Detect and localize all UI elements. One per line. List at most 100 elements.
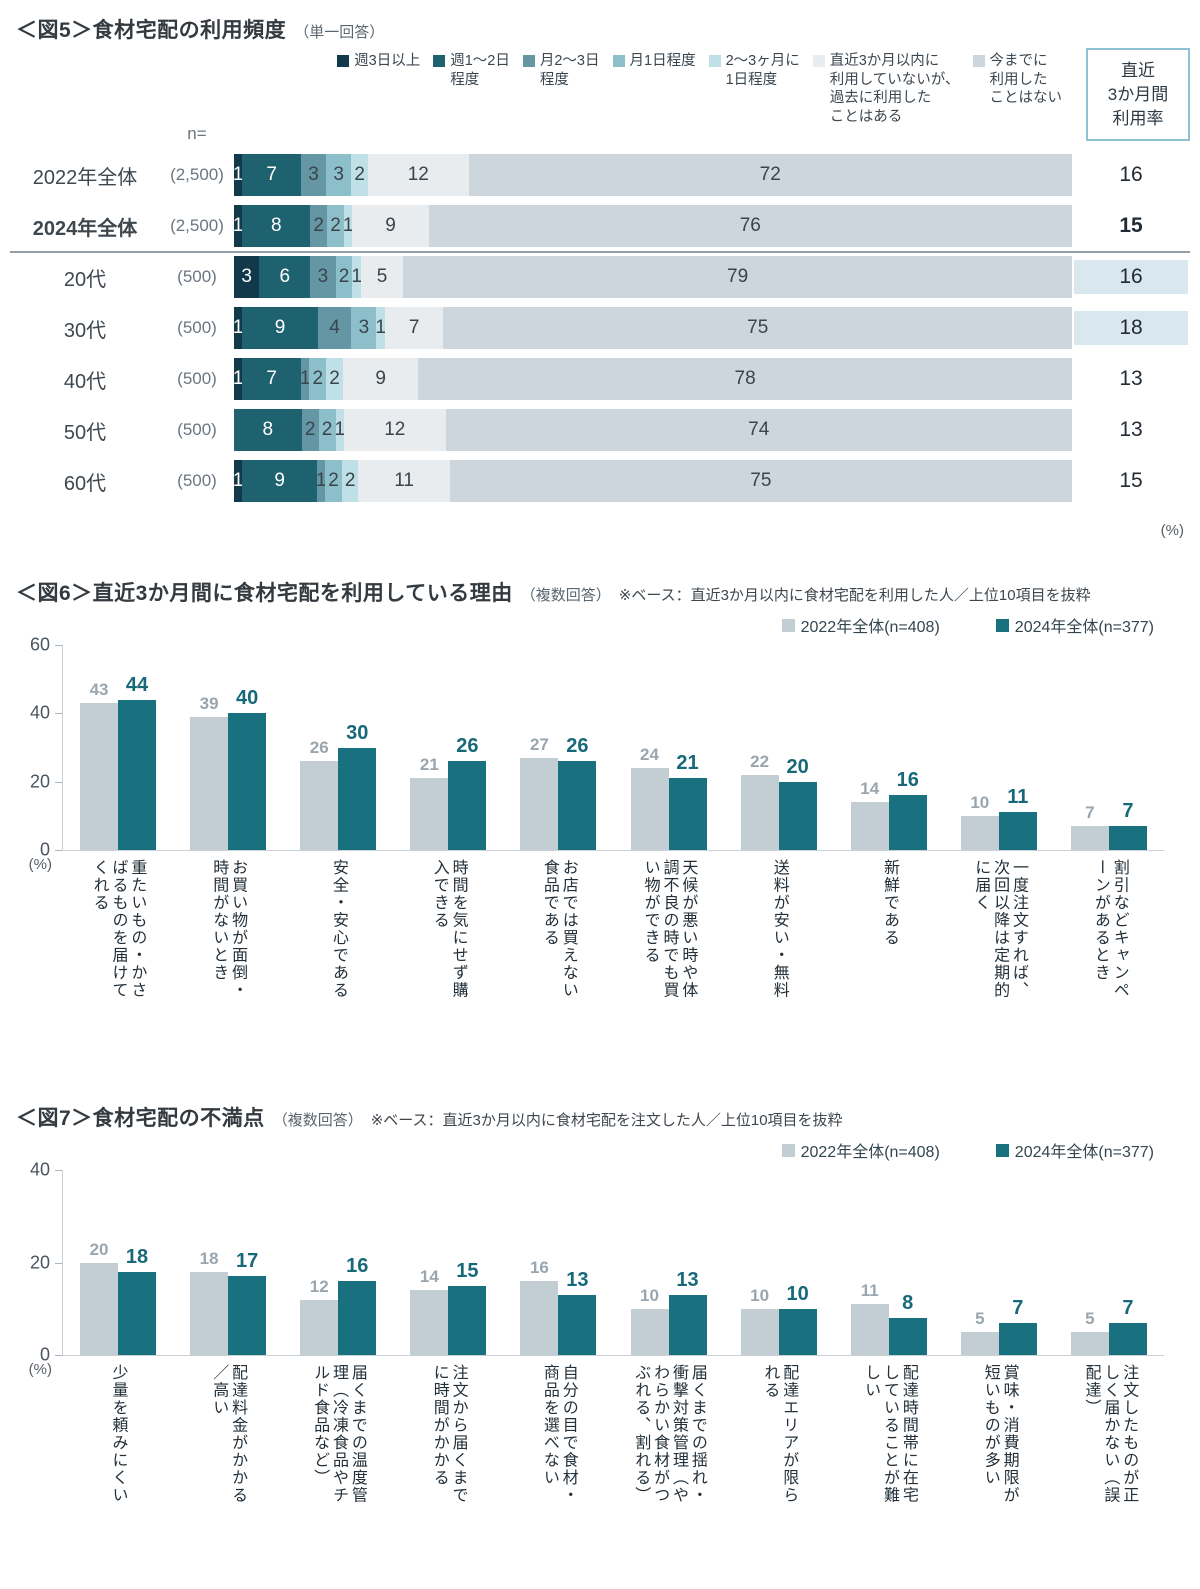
fig7-category: 注文から届くまでに時間がかかる xyxy=(393,1364,503,1509)
fig7-value-label-2022: 16 xyxy=(529,1258,549,1277)
fig6-y-tick-label: 40 xyxy=(29,702,50,723)
fig6-category-label: 割引などキャンペーンがあるとき xyxy=(1091,859,1128,999)
fig5-segment: 3 xyxy=(351,307,377,349)
fig5-rate-value: 13 xyxy=(1119,418,1143,441)
fig7-bar-2022: 18 xyxy=(190,1249,229,1355)
fig5-segment: 3 xyxy=(310,256,336,298)
fig6-bar-group: 21 26 xyxy=(393,645,503,850)
fig6-bar-2022: 14 xyxy=(850,779,889,850)
fig5-row-label: 40代 xyxy=(63,370,107,393)
fig7-bar-2022: 12 xyxy=(300,1277,339,1355)
fig7-bar-2024: 13 xyxy=(668,1269,707,1355)
fig5-segment: 12 xyxy=(344,409,446,451)
fig7-bar-2024: 8 xyxy=(888,1292,927,1355)
fig5-segment: 2 xyxy=(309,358,327,400)
fig6-category: お店では買えない食品である xyxy=(503,859,613,1004)
fig7-bar-2022: 5 xyxy=(1070,1309,1109,1355)
fig5-segment: 2 xyxy=(335,256,353,298)
fig6-value-label-2022: 22 xyxy=(750,751,770,771)
fig5-segment-value: 9 xyxy=(385,215,396,236)
fig5-segment: 1 xyxy=(315,460,327,502)
fig5-segment: 6 xyxy=(259,256,311,298)
fig6-bar-2024: 20 xyxy=(778,756,817,850)
fig5-segment-value: 7 xyxy=(266,368,277,389)
fig7-bar-2024: 7 xyxy=(1108,1297,1147,1355)
fig7-subtitle: （複数回答） xyxy=(272,1112,363,1129)
fig5-segment-value: 2 xyxy=(321,419,333,440)
fig6-category-labels: 重たいもの・かさばるものを届けてくれる お買い物が面倒・時間がないとき 安全・安心で… xyxy=(10,859,1164,1084)
fig7-bar-2022: 20 xyxy=(80,1240,119,1355)
fig5-row-n: (2,500) xyxy=(170,216,224,235)
fig5-segment: 2 xyxy=(325,460,342,502)
fig7-category: 賞味・消費期限が短いものが多い xyxy=(944,1364,1054,1509)
fig5-row-label: 60代 xyxy=(63,472,107,495)
fig6-category-label: 時間を気にせず購入できる xyxy=(430,859,467,999)
fig5-row-label: 2024年全体 xyxy=(32,217,138,240)
fig5-segment-value: 7 xyxy=(266,164,277,185)
fig6-unit-label: (%) xyxy=(28,856,52,873)
fig6-category-label: お店では買えない食品である xyxy=(540,859,577,999)
fig7-bar-group: 20 18 xyxy=(63,1170,173,1355)
fig5-segment-value: 75 xyxy=(747,317,769,338)
fig5-segment-value: 8 xyxy=(271,215,282,236)
fig6-category-label: 送料が安い・無料 xyxy=(770,859,788,999)
fig5-rate-value: 13 xyxy=(1119,367,1143,390)
fig6-bar-2024: 11 xyxy=(998,786,1037,850)
fig5-stacked-bar: 082211274 xyxy=(229,409,1072,451)
fig6-bar-2022: 21 xyxy=(410,755,449,850)
fig6-bar-2022: 43 xyxy=(80,680,119,850)
fig5-segment-value: 2 xyxy=(328,470,339,491)
fig5-segment-value: 1 xyxy=(232,317,244,338)
fig5-separator-line xyxy=(10,251,1190,253)
fig5-segment: 9 xyxy=(242,460,317,502)
fig5-segment: 79 xyxy=(403,256,1072,298)
fig5-row-label: 50代 xyxy=(63,421,107,444)
legend-swatch-2022-icon xyxy=(781,618,795,632)
fig5-segment-value: 1 xyxy=(315,470,327,491)
fig5-segment-value: 2 xyxy=(338,266,350,287)
fig7-value-label-2024: 10 xyxy=(786,1282,809,1305)
fig6-plot-area: 43 44 39 40 26 30 21 26 27 26 24 21 22 20 14 16 10 11 7 7 xyxy=(62,645,1164,851)
fig5-segment: 11 xyxy=(358,460,450,502)
fig6-subtitle: （複数回答） xyxy=(520,587,611,604)
fig6-category-label: 天候が悪い時や体調不良の時でも買い物ができる xyxy=(641,859,697,999)
fig5-legend-swatch-icon xyxy=(337,55,350,67)
fig6-value-label-2024: 21 xyxy=(676,752,699,775)
fig7-category: 注文したものが正しく届かない（誤配達） xyxy=(1054,1364,1164,1509)
fig7-value-label-2024: 13 xyxy=(676,1268,699,1291)
fig5-legend-label: 月2～3日 程度 xyxy=(539,53,600,88)
fig5-segment: 3 xyxy=(234,256,260,298)
fig7-bar-2022: 11 xyxy=(850,1281,889,1355)
fig5-segment: 8 xyxy=(234,409,302,451)
fig5-rate-value: 16 xyxy=(1072,260,1190,294)
fig5-segment-value: 3 xyxy=(308,164,319,185)
fig7-y-tick-label: 0 xyxy=(39,1344,50,1365)
fig5-segment-value: 2 xyxy=(330,215,341,236)
fig7-bar-2024: 7 xyxy=(998,1297,1037,1355)
fig7-value-label-2024: 15 xyxy=(456,1259,479,1282)
fig5-segment-value: 5 xyxy=(376,266,388,287)
fig7-bar-group: 16 13 xyxy=(503,1170,613,1355)
fig5-segment: 2 xyxy=(341,460,359,502)
fig7-value-label-2022: 14 xyxy=(419,1267,439,1287)
fig7-bar-2022: 16 xyxy=(520,1258,559,1355)
fig6-category-label: お買い物が面倒・時間がないとき xyxy=(210,859,247,999)
fig5-legend-swatch-icon xyxy=(612,55,625,67)
fig7-bar-group: 10 13 xyxy=(613,1170,723,1355)
fig5-segment-value: 3 xyxy=(317,266,329,287)
fig6-y-tick-mark xyxy=(55,645,62,646)
fig6-y-tick-mark xyxy=(55,713,62,715)
fig5-segment: 2 xyxy=(351,154,369,196)
fig7-category: 配達料金がかかる／高い xyxy=(172,1364,282,1509)
fig5-row-n: (500) xyxy=(177,318,217,337)
fig5-segment-value: 2 xyxy=(313,215,324,236)
fig6-bar-2024: 7 xyxy=(1108,800,1147,850)
fig6-value-label-2022: 14 xyxy=(860,779,880,799)
fig7-y-axis: 0 20 40 (%) xyxy=(10,1160,62,1378)
fig5-segment: 7 xyxy=(242,358,302,400)
fig7-category: 届くまでの揺れ・衝撃対策管理（やわらかい食材がつぶれる、割れる） xyxy=(613,1364,723,1509)
fig7-category: 届くまでの温度管理（冷凍食品やチルド食品など） xyxy=(282,1364,392,1509)
fig5-segment: 3 xyxy=(301,154,327,196)
